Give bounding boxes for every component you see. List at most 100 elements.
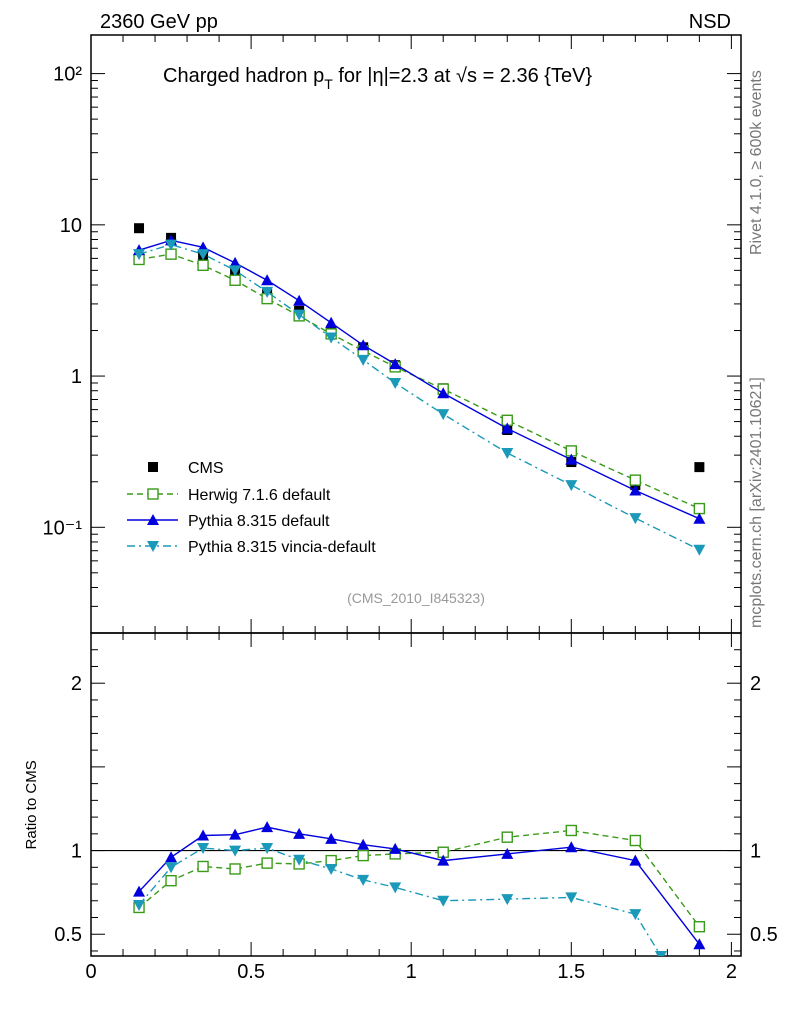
header-left: 2360 GeV pp — [100, 11, 218, 33]
ratio-point — [693, 938, 706, 950]
data-point — [565, 453, 578, 465]
y-tick-label: 0.5 — [54, 924, 82, 946]
ratio-point — [565, 824, 577, 837]
x-tick-label: 1.5 — [557, 961, 585, 983]
data-point — [165, 239, 178, 251]
data-point — [229, 274, 241, 286]
data-point — [389, 358, 402, 370]
data-point — [261, 274, 274, 286]
y-tick-label-right: 1 — [750, 841, 761, 863]
data-point — [325, 316, 338, 328]
y-tick-label: 1 — [71, 841, 82, 863]
data-point — [437, 387, 450, 399]
ratio-point — [437, 895, 450, 907]
ratio-point — [197, 860, 209, 873]
ratio-point — [654, 951, 667, 956]
data-point — [325, 332, 338, 344]
data-point — [197, 259, 209, 272]
x-tick-label: 2 — [726, 961, 737, 983]
ratio-point — [629, 854, 642, 866]
data-point — [357, 339, 370, 351]
ratio-point — [229, 863, 241, 875]
ratio-point — [501, 847, 514, 859]
data-point — [389, 377, 402, 389]
header-right: NSD — [689, 11, 731, 33]
legend-label: CMS — [188, 460, 224, 477]
y-tick-label: 10⁻¹ — [43, 517, 83, 539]
ratio-point — [293, 854, 306, 866]
analysis-tag: (CMS_2010_I845323) — [347, 590, 485, 606]
ratio-point — [389, 882, 402, 894]
legend-marker — [148, 462, 158, 472]
ratio-point — [389, 842, 402, 854]
data-point — [133, 249, 146, 261]
ratio-point — [565, 892, 578, 904]
ratio-point — [293, 827, 306, 839]
legend-marker — [147, 488, 159, 500]
ratio-point — [133, 885, 146, 897]
data-point — [229, 265, 242, 277]
ratio-point — [437, 854, 450, 866]
ratio-point — [629, 909, 642, 921]
legend-marker — [147, 541, 159, 552]
chart-title: Charged hadron pT for |η|=2.3 at √s = 2.… — [163, 65, 592, 92]
side-label-rivet: Rivet 4.1.0, ≥ 600k events — [748, 70, 765, 255]
y-tick-label-right: 0.5 — [750, 924, 778, 946]
ratio-point — [165, 862, 178, 874]
data-point — [693, 512, 706, 524]
ratio-point — [261, 821, 274, 833]
data-point — [197, 249, 210, 261]
ratio-line-2 — [138, 826, 700, 945]
data-point — [134, 223, 145, 234]
ratio-point — [325, 863, 338, 875]
ratio-point — [229, 845, 242, 857]
side-label-mcplots: mcplots.cern.ch [arXiv:2401.10621] — [748, 377, 765, 628]
ratio-axis-label: Ratio to CMS — [23, 760, 40, 849]
data-point — [501, 447, 514, 459]
ratio-point — [357, 838, 370, 850]
ratio-point — [165, 851, 178, 863]
y-tick-label: 10 — [60, 215, 82, 237]
ratio-frame — [90, 632, 742, 957]
data-point — [693, 502, 706, 515]
x-tick-label: 0.5 — [237, 961, 265, 983]
ratio-series — [133, 821, 706, 956]
data-point — [501, 422, 514, 434]
ratio-point — [261, 843, 274, 855]
data-point — [165, 248, 177, 260]
data-point — [261, 286, 274, 298]
ratio-point — [501, 831, 513, 843]
data-point — [693, 544, 706, 556]
ratio-point — [693, 921, 706, 933]
ratio-line-1 — [138, 829, 700, 928]
ratio-point — [565, 841, 578, 853]
data-point — [694, 462, 705, 473]
ratio-point — [357, 874, 370, 886]
y-tick-label-right: 2 — [750, 673, 761, 695]
legend-marker — [147, 514, 159, 525]
y-tick-label: 1 — [71, 366, 82, 388]
series-line-3 — [138, 243, 700, 551]
ratio-point — [165, 874, 177, 887]
x-tick-label: 1 — [406, 961, 417, 983]
data-point — [629, 484, 642, 496]
legend: CMS Herwig 7.1.6 default Pythia 8.315 defa… — [127, 460, 376, 556]
data-point — [565, 480, 578, 492]
ratio-point — [261, 857, 273, 869]
y-tick-label: 2 — [71, 673, 82, 695]
ratio-point — [325, 832, 338, 844]
ratio-point — [133, 899, 146, 911]
data-point — [293, 309, 306, 321]
ratio-line-3 — [138, 847, 662, 956]
legend-label: Pythia 8.315 default — [188, 513, 330, 530]
ratio-point — [629, 834, 642, 847]
ratio-point — [229, 828, 242, 840]
x-tick-label: 0 — [85, 961, 96, 983]
legend-label: Herwig 7.1.6 default — [188, 487, 331, 504]
y-tick-label: 10² — [53, 64, 82, 86]
ratio-point — [501, 894, 514, 906]
legend-label: Pythia 8.315 vincia-default — [188, 539, 376, 556]
data-point — [629, 474, 642, 486]
